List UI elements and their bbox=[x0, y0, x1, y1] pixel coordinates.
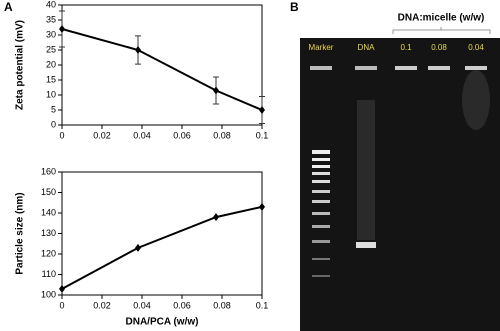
y-tick-label: 140 bbox=[41, 207, 56, 217]
y-axis-label: Zeta potential (mV) bbox=[15, 20, 26, 110]
panel-label: A bbox=[4, 0, 13, 14]
data-point bbox=[135, 46, 141, 54]
x-tick-label: 0.04 bbox=[133, 300, 151, 310]
x-tick-label: 0.02 bbox=[93, 300, 111, 310]
y-tick-label: 20 bbox=[46, 59, 56, 69]
lane-bracket bbox=[392, 27, 491, 34]
data-line bbox=[61, 28, 263, 111]
lane-label: DNA bbox=[358, 43, 376, 52]
y-tick-label: 160 bbox=[41, 166, 56, 176]
lane-label: 0.1 bbox=[400, 43, 412, 52]
x-tick-label: 0.02 bbox=[93, 130, 111, 140]
data-line bbox=[61, 205, 263, 290]
y-tick-label: 10 bbox=[46, 89, 56, 99]
lane-label: 0.04 bbox=[468, 43, 484, 52]
lane-label: Marker bbox=[309, 43, 334, 52]
panel-label: B bbox=[290, 0, 299, 14]
data-point bbox=[213, 86, 219, 95]
y-tick-label: 25 bbox=[46, 44, 56, 54]
x-tick-label: 0.08 bbox=[213, 300, 231, 310]
data-point bbox=[259, 202, 265, 211]
y-tick-label: 35 bbox=[46, 14, 56, 24]
y-tick-label: 150 bbox=[41, 187, 56, 197]
x-tick-label: 0.06 bbox=[173, 300, 191, 310]
data-point bbox=[259, 106, 265, 114]
y-tick-label: 120 bbox=[41, 248, 56, 258]
y-tick-label: 30 bbox=[46, 29, 56, 39]
plot-frame bbox=[61, 4, 263, 126]
x-tick-label: 0 bbox=[59, 130, 64, 140]
x-tick-label: 0.06 bbox=[173, 130, 191, 140]
y-tick-label: 15 bbox=[46, 74, 56, 84]
y-tick-label: 130 bbox=[41, 228, 56, 238]
data-point bbox=[59, 284, 65, 293]
data-point bbox=[59, 25, 65, 33]
x-tick-label: 0.1 bbox=[256, 300, 269, 310]
plot-frame bbox=[61, 171, 263, 296]
y-tick-label: 5 bbox=[51, 104, 56, 114]
y-tick-label: 0 bbox=[51, 119, 56, 129]
x-tick-label: 0.04 bbox=[133, 130, 151, 140]
gel-bands bbox=[310, 66, 490, 277]
y-tick-label: 110 bbox=[42, 269, 56, 279]
data-point bbox=[213, 213, 219, 222]
lane-label: 0.08 bbox=[431, 43, 447, 52]
x-axis-label: DNA/PCA (w/w) bbox=[126, 317, 199, 328]
y-tick-label: 40 bbox=[46, 0, 56, 9]
x-tick-label: 0.08 bbox=[213, 130, 231, 140]
y-tick-label: 100 bbox=[41, 289, 56, 299]
data-point bbox=[135, 243, 141, 252]
gel-title: DNA:micelle (w/w) bbox=[398, 13, 485, 24]
x-tick-label: 0 bbox=[59, 300, 64, 310]
y-axis-label: Particle size (nm) bbox=[15, 192, 26, 274]
x-tick-label: 0.1 bbox=[256, 130, 269, 140]
